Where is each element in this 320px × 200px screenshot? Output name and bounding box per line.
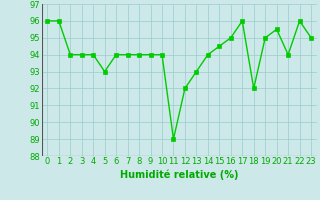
X-axis label: Humidité relative (%): Humidité relative (%) (120, 169, 238, 180)
